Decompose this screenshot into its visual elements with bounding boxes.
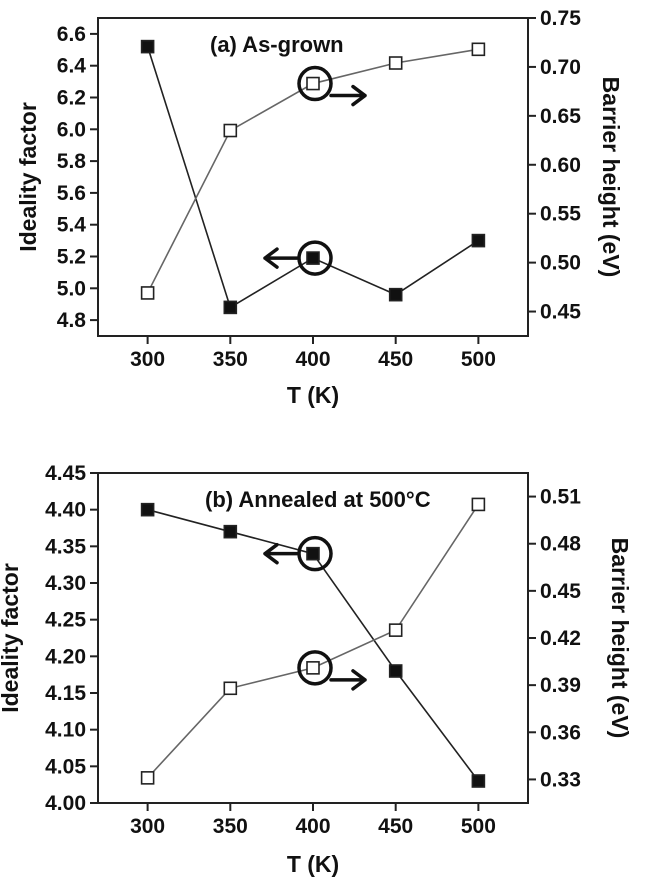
y2-tick-label: 0.45: [540, 301, 581, 324]
annotation-circle: [297, 535, 333, 572]
x-tick-label: 300: [130, 815, 165, 838]
ideality-factor-point: [471, 233, 486, 248]
ideality-factor-point: [471, 774, 486, 788]
ideality-factor-point: [388, 664, 403, 678]
barrier-height-point: [306, 76, 320, 91]
y-tick-label: 4.15: [45, 682, 86, 705]
annotation-circle: [297, 240, 333, 276]
y-tick-label: 6.6: [57, 23, 86, 46]
x-axis-title: T (K): [287, 851, 339, 877]
annotation-arrow: [263, 247, 299, 269]
ideality-factor-point: [140, 39, 155, 54]
annotation-arrow: [329, 84, 367, 107]
x-tick-label: 350: [213, 815, 248, 838]
barrier-height-point: [140, 771, 155, 785]
panel-title: (b) Annealed at 500°C: [205, 487, 431, 512]
y2-tick-label: 0.60: [540, 154, 581, 177]
chart-marks: 300 350 400 450 500 4.8 5.0 5.2 5.4 5.6 5.8 6.0 6.2 6…: [57, 7, 581, 371]
y-tick-label: 4.35: [45, 535, 86, 558]
plot-frame: [97, 17, 529, 337]
y-tick-label: 5.0: [57, 277, 86, 300]
annotation-arrow: [329, 669, 367, 691]
barrier-height-point: [471, 497, 486, 512]
x-tick-label: 450: [378, 815, 413, 838]
y-tick-label: 5.8: [57, 150, 87, 173]
ideality-factor-point: [140, 502, 155, 517]
y2-tick-label: 0.70: [540, 56, 581, 79]
y2-tick-label: 0.48: [540, 533, 581, 556]
y2-tick-label: 0.51: [540, 486, 581, 509]
y-axis-title: Ideality factor: [15, 102, 41, 252]
barrier-height-line: [147, 503, 480, 779]
y-tick-label: 4.05: [45, 755, 86, 778]
panel-a: (a) As-grown T (K) Ideality factor Barri…: [15, 7, 624, 408]
annotation-circle: [297, 65, 333, 102]
barrier-height-point: [306, 661, 320, 675]
y-axis-title: Ideality factor: [0, 563, 23, 713]
barrier-height-point: [388, 56, 403, 70]
y-tick-label: 5.2: [57, 246, 86, 269]
y-tick-label: 5.6: [57, 182, 86, 205]
panel-b: (b) Annealed at 500°C T (K) Ideality fac…: [0, 462, 633, 877]
y-tick-label: 6.2: [57, 87, 86, 110]
ideality-factor-point: [306, 251, 320, 265]
y-tick-label: 6.0: [57, 118, 86, 141]
x-axis-title: T (K): [287, 382, 339, 408]
y2-tick-label: 0.42: [540, 627, 581, 650]
barrier-height-point: [140, 286, 155, 300]
x-tick-label: 300: [130, 348, 165, 371]
y2-tick-label: 0.55: [540, 203, 581, 226]
x-tick-label: 400: [295, 348, 330, 371]
y2-tick-label: 0.50: [540, 252, 581, 275]
y-tick-label: 4.25: [45, 609, 86, 632]
annotation-circle: [297, 650, 333, 686]
y2-tick-label: 0.75: [540, 7, 581, 30]
plot-frame: [97, 472, 529, 804]
barrier-height-point: [471, 42, 486, 57]
x-tick-label: 500: [461, 815, 496, 838]
barrier-height-point: [223, 123, 238, 138]
ideality-factor-point: [223, 300, 238, 315]
y2-tick-label: 0.45: [540, 580, 581, 603]
ideality-factor-point: [388, 287, 403, 302]
x-tick-label: 400: [295, 815, 330, 838]
y-tick-label: 5.4: [57, 214, 87, 237]
y2-tick-label: 0.33: [540, 768, 581, 791]
annotation-arrow: [263, 542, 299, 565]
y2-tick-label: 0.65: [540, 105, 581, 128]
ideality-factor-point: [306, 546, 320, 561]
y-tick-label: 4.20: [45, 645, 86, 668]
chart-marks: 300 350 400 450 500 4.00 4.05 4.10 4.15 4.20 4.25 4…: [45, 462, 581, 838]
x-tick-label: 350: [213, 348, 248, 371]
y2-tick-label: 0.39: [540, 674, 581, 697]
panel-title: (a) As-grown: [210, 32, 344, 57]
x-tick-label: 450: [378, 348, 413, 371]
y-tick-label: 4.10: [45, 719, 86, 742]
y2-tick-label: 0.36: [540, 721, 581, 744]
y-tick-label: 4.8: [57, 309, 87, 332]
y-tick-label: 4.45: [45, 462, 86, 485]
y2-axis-title: Barrier height (eV): [607, 538, 633, 739]
y-tick-label: 6.4: [57, 55, 87, 78]
ideality-factor-point: [223, 524, 238, 539]
y-tick-label: 4.00: [45, 792, 86, 815]
barrier-height-point: [223, 681, 238, 696]
y2-axis-title: Barrier height (eV): [598, 77, 624, 278]
barrier-height-point: [388, 623, 403, 637]
y-tick-label: 4.30: [45, 572, 86, 595]
y-tick-label: 4.40: [45, 499, 86, 522]
x-tick-label: 500: [461, 348, 496, 371]
